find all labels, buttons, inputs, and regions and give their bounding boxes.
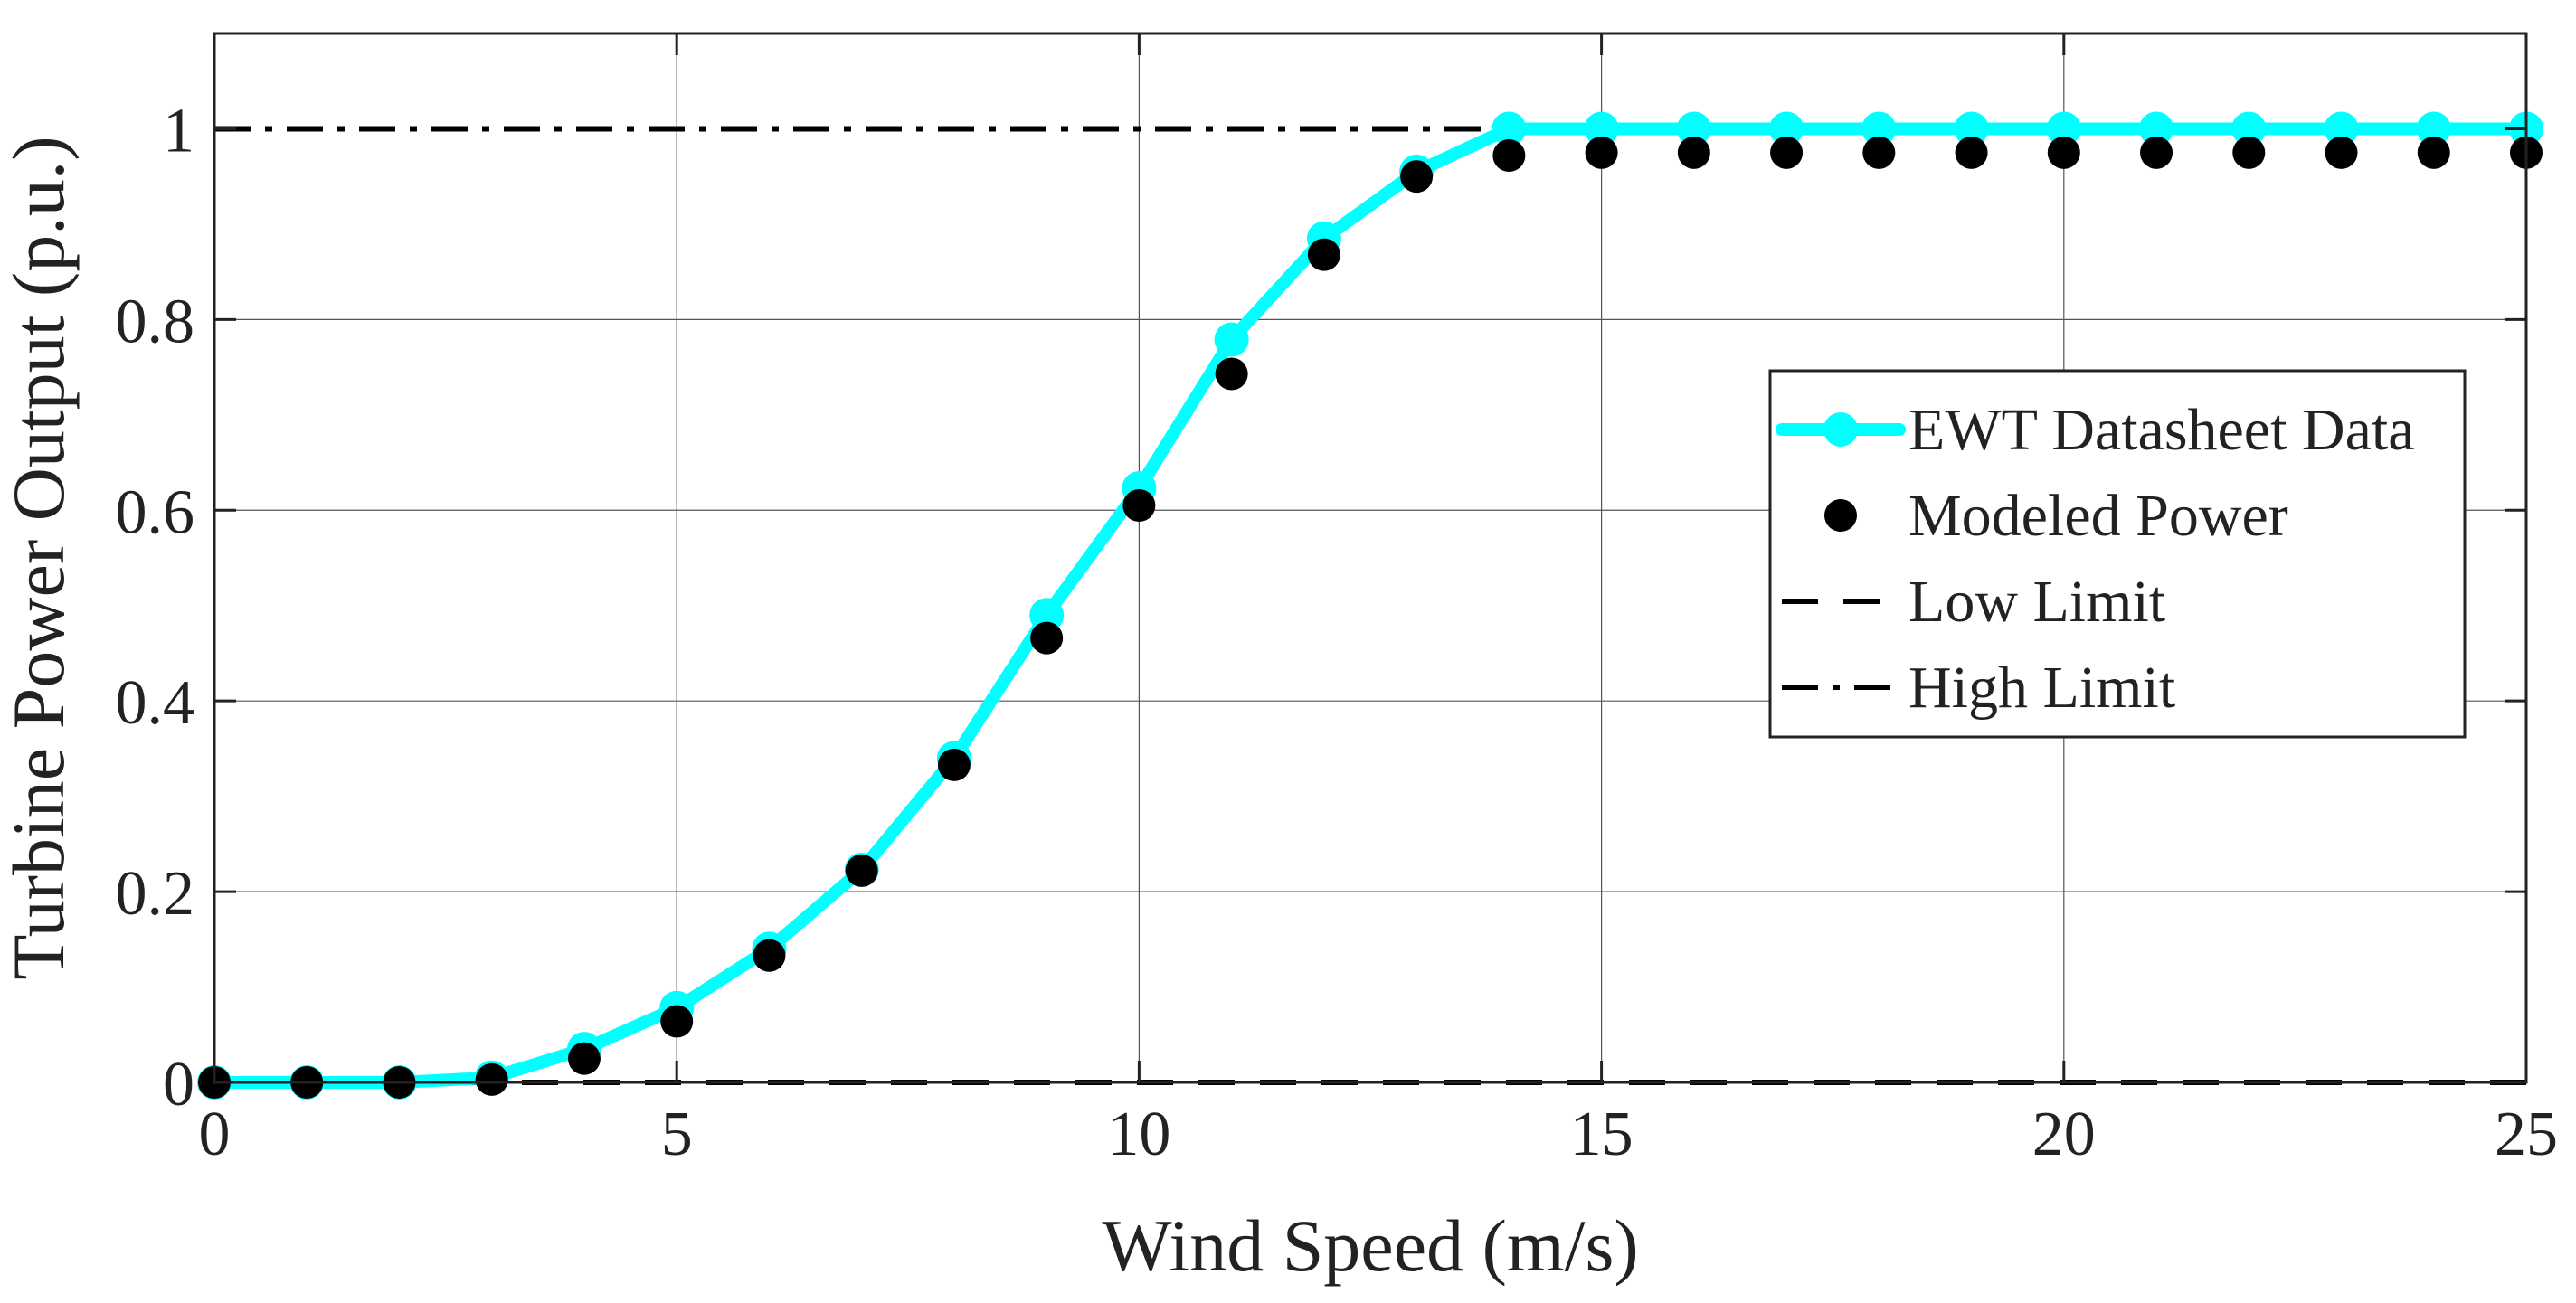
y-tick-label: 0	[163, 1050, 194, 1119]
x-tick-label: 5	[661, 1100, 693, 1169]
legend-label-low-limit: Low Limit	[1908, 569, 2165, 635]
y-tick-label: 0.6	[116, 477, 195, 547]
modeled-power-point	[1030, 621, 1064, 655]
modeled-power-point	[660, 1005, 694, 1038]
modeled-power-point	[2047, 136, 2080, 169]
ewt-datasheet-point	[2416, 111, 2451, 146]
modeled-power-point	[2232, 136, 2266, 169]
modeled-power-point	[1862, 136, 1896, 169]
x-axis-label: Wind Speed (m/s)	[1102, 1204, 1638, 1287]
modeled-power-point	[1955, 136, 1988, 169]
modeled-power-point	[2140, 136, 2174, 169]
y-tick-label: 0.8	[116, 287, 195, 356]
legend: EWT Datasheet Data Modeled Power Low Limit…	[1776, 397, 2415, 721]
modeled-power-point	[2325, 136, 2358, 169]
y-tick-label: 0.2	[116, 859, 195, 929]
modeled-power-point	[845, 854, 878, 887]
y-axis-label: Turbine Power Output (p.u.)	[0, 136, 80, 979]
modeled-power-point	[475, 1062, 508, 1096]
ewt-datasheet-point	[2231, 111, 2267, 146]
ewt-datasheet-point	[1861, 111, 1897, 146]
modeled-power-point	[1215, 357, 1248, 391]
legend-label-high-limit: High Limit	[1908, 655, 2175, 721]
modeled-power-point	[1770, 136, 1804, 169]
legend-swatch-ewt-marker	[1823, 412, 1858, 447]
ewt-datasheet-point	[1492, 111, 1527, 146]
modeled-power-point	[1307, 238, 1340, 271]
ewt-datasheet-point	[1214, 322, 1249, 357]
x-tick-label: 25	[2495, 1100, 2558, 1169]
x-tick-label: 10	[1107, 1100, 1170, 1169]
modeled-power-point	[1122, 489, 1156, 522]
ewt-datasheet-point	[2324, 111, 2359, 146]
modeled-power-point	[937, 748, 971, 781]
legend-frame	[1768, 369, 2467, 739]
ewt-datasheet-point	[1769, 111, 1804, 146]
modeled-power-point	[2417, 136, 2450, 169]
modeled-power-point	[1677, 136, 1710, 169]
ewt-datasheet-point	[2046, 111, 2081, 146]
legend-swatch-modeled-marker	[1824, 499, 1857, 532]
axis-ticks: 0 5 10 15 20 25 0 0.2 0.4 0.6 0.8 1	[116, 33, 2558, 1169]
ewt-datasheet-point	[1584, 111, 1619, 146]
ewt-datasheet-point	[1954, 111, 1989, 146]
y-tick-label: 0.4	[116, 668, 195, 738]
x-tick-label: 15	[1570, 1100, 1634, 1169]
modeled-power-point	[1400, 160, 1434, 194]
legend-label-ewt: EWT Datasheet Data	[1908, 397, 2415, 463]
x-tick-label: 0	[199, 1100, 231, 1169]
plot-frame	[213, 32, 2528, 1084]
modeled-power-point	[1492, 138, 1526, 172]
ewt-datasheet-point	[1676, 111, 1711, 146]
x-tick-label: 20	[2032, 1100, 2096, 1169]
modeled-power-point	[753, 939, 786, 972]
y-tick-label: 1	[163, 96, 194, 165]
legend-label-modeled: Modeled Power	[1908, 483, 2288, 549]
plot-series	[197, 111, 2543, 1100]
ewt-datasheet-point	[2139, 111, 2174, 146]
ewt-datasheet-point	[1029, 598, 1065, 633]
modeled-power-point	[1585, 136, 1618, 169]
modeled-power-point	[567, 1042, 601, 1075]
